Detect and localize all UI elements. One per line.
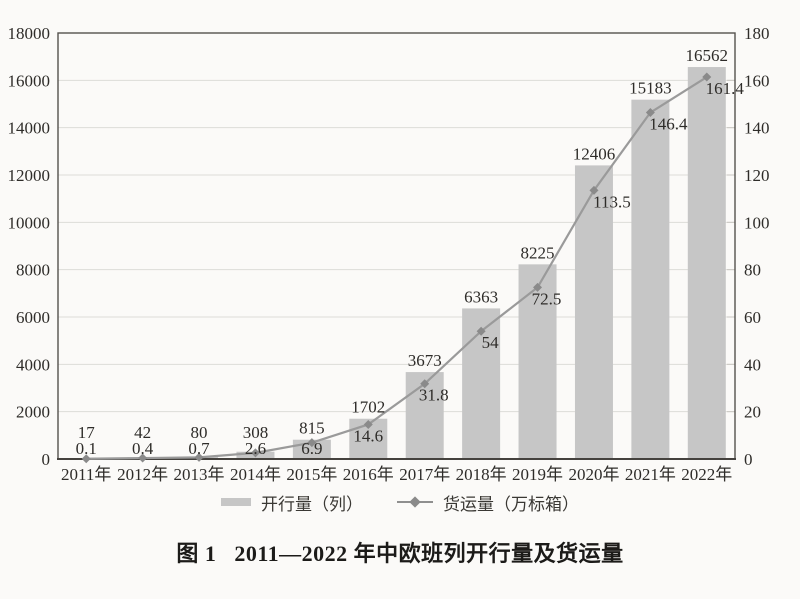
svg-text:12406: 12406 — [573, 144, 616, 163]
svg-text:10000: 10000 — [8, 213, 51, 232]
legend-line-label: 货运量（万标箱） — [443, 494, 579, 514]
chart-legend: 开行量（列） 货运量（万标箱） — [0, 488, 800, 516]
svg-text:140: 140 — [744, 119, 770, 138]
dual-axis-chart: 0 2000 4000 6000 8000 10000 12000 14000 16000 180… — [8, 24, 770, 484]
svg-text:12000: 12000 — [8, 166, 51, 185]
figure-caption: 图 1 2011—2022 年中欧班列开行量及货运量 — [0, 536, 800, 568]
svg-text:1702: 1702 — [351, 398, 385, 417]
svg-text:15183: 15183 — [629, 79, 672, 98]
svg-text:42: 42 — [134, 423, 151, 442]
svg-text:2011年: 2011年 — [61, 465, 111, 484]
svg-text:113.5: 113.5 — [593, 192, 631, 211]
svg-text:0: 0 — [42, 450, 51, 469]
svg-text:6363: 6363 — [464, 287, 498, 306]
svg-text:2019年: 2019年 — [512, 465, 563, 484]
svg-text:2017年: 2017年 — [399, 465, 450, 484]
svg-text:2020年: 2020年 — [568, 465, 619, 484]
svg-text:40: 40 — [744, 355, 761, 374]
svg-text:6.9: 6.9 — [301, 439, 322, 458]
svg-text:8225: 8225 — [521, 243, 555, 262]
svg-text:0.1: 0.1 — [76, 439, 97, 458]
svg-text:16000: 16000 — [8, 71, 51, 90]
svg-text:20: 20 — [744, 403, 761, 422]
figure-number: 图 1 — [176, 541, 217, 566]
svg-text:31.8: 31.8 — [419, 386, 449, 405]
svg-text:72.5: 72.5 — [532, 289, 562, 308]
svg-text:161.4: 161.4 — [706, 79, 745, 98]
svg-text:100: 100 — [744, 213, 770, 232]
svg-text:2016年: 2016年 — [343, 465, 394, 484]
svg-text:2022年: 2022年 — [681, 465, 732, 484]
svg-text:2.6: 2.6 — [245, 439, 266, 458]
svg-text:4000: 4000 — [16, 355, 50, 374]
svg-text:60: 60 — [744, 308, 761, 327]
svg-text:2013年: 2013年 — [174, 465, 225, 484]
svg-text:180: 180 — [744, 24, 770, 43]
line-series-swatch-icon — [397, 496, 433, 508]
legend-item-bar-series: 开行量（列） — [221, 490, 363, 515]
bar-series-swatch-icon — [221, 498, 251, 506]
svg-text:16562: 16562 — [686, 46, 729, 65]
svg-text:146.4: 146.4 — [649, 115, 688, 134]
svg-text:2000: 2000 — [16, 403, 50, 422]
svg-text:2014年: 2014年 — [230, 465, 281, 484]
svg-text:2021年: 2021年 — [625, 465, 676, 484]
svg-text:2018年: 2018年 — [456, 465, 507, 484]
svg-text:2012年: 2012年 — [117, 465, 168, 484]
svg-text:308: 308 — [243, 423, 269, 442]
svg-text:160: 160 — [744, 71, 770, 90]
svg-text:8000: 8000 — [16, 261, 50, 280]
svg-text:17: 17 — [78, 423, 96, 442]
svg-text:80: 80 — [191, 423, 208, 442]
svg-text:2015年: 2015年 — [286, 465, 337, 484]
svg-text:14.6: 14.6 — [353, 426, 383, 445]
svg-text:80: 80 — [744, 261, 761, 280]
svg-text:14000: 14000 — [8, 119, 51, 138]
svg-text:0.7: 0.7 — [188, 439, 210, 458]
svg-text:18000: 18000 — [8, 24, 51, 43]
legend-item-line-series: 货运量（万标箱） — [397, 490, 579, 515]
legend-bar-label: 开行量（列） — [261, 494, 363, 514]
svg-text:54: 54 — [482, 333, 500, 352]
svg-text:815: 815 — [299, 419, 325, 438]
figure-title: 2011—2022 年中欧班列开行量及货运量 — [234, 541, 624, 566]
svg-text:6000: 6000 — [16, 308, 50, 327]
svg-text:3673: 3673 — [408, 351, 442, 370]
svg-text:120: 120 — [744, 166, 770, 185]
svg-text:0: 0 — [744, 450, 753, 469]
svg-text:0.4: 0.4 — [132, 439, 154, 458]
